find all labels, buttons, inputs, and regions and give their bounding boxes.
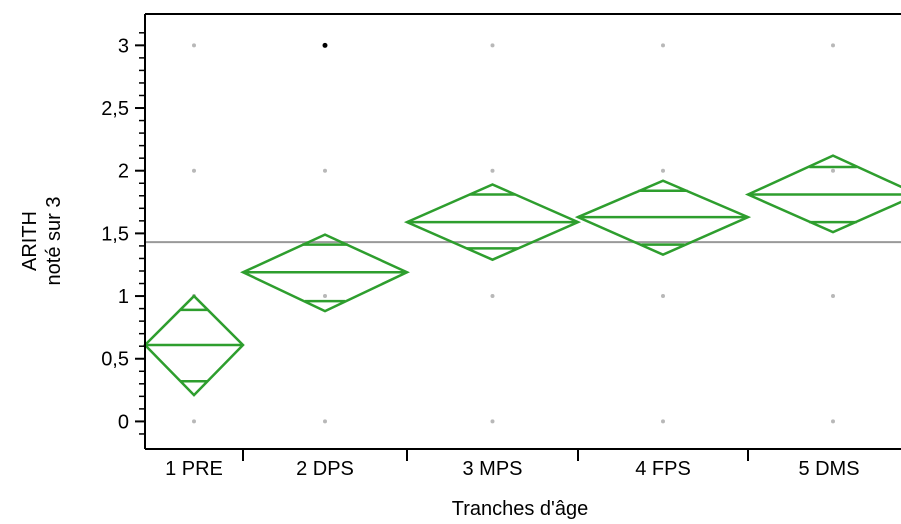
x-tick-label: 1 PRE [165, 458, 223, 480]
grid-dot [831, 419, 835, 424]
grid-dot [661, 168, 665, 173]
y-tick-label: 2 [118, 161, 129, 183]
y-tick-label: 3 [118, 35, 129, 57]
diamond-group [403, 183, 582, 262]
grid-dot [490, 419, 495, 424]
y-tick-label: 0 [118, 411, 129, 433]
x-tick-label: 3 MPS [462, 458, 522, 480]
y-tick-label: 1,5 [101, 223, 129, 245]
x-axis-label: Tranches d'âge [452, 498, 589, 520]
grid-dot [490, 168, 495, 173]
diamond-group [240, 233, 410, 313]
grid-dot [831, 294, 835, 299]
grid-dot [192, 43, 196, 48]
y-axis-label-line2: noté sur 3 [43, 197, 65, 286]
grid-dot [323, 294, 327, 299]
diamond-group [143, 294, 245, 397]
plot-area [143, 42, 901, 424]
grid-dot [192, 419, 196, 424]
data-point [322, 42, 328, 48]
grid-dot [490, 294, 495, 299]
diamond-group [574, 179, 752, 257]
diamond [744, 154, 901, 234]
y-tick-label: 0,5 [101, 349, 129, 371]
grid-dot [323, 419, 327, 424]
x-tick-label: 4 FPS [635, 458, 691, 480]
y-tick-label: 2,5 [101, 98, 129, 120]
grid-dot [831, 43, 835, 48]
x-tick-label: 5 DMS [798, 458, 859, 480]
x-axis: 1 PRE 2 DPS 3 MPS 4 FPS 5 DMS [145, 448, 901, 480]
diamond-group [744, 154, 901, 234]
grid-dot [661, 294, 665, 299]
grid-dot [831, 168, 835, 173]
y-axis: 0 0,5 1 1,5 2 2,5 3 [101, 13, 901, 449]
grid-dot [323, 168, 327, 173]
grid-dot [490, 43, 495, 48]
grid-dot [661, 419, 665, 424]
x-tick-label: 2 DPS [296, 458, 354, 480]
grid-dot [661, 43, 665, 48]
y-axis-label-line1: ARITH [19, 211, 41, 271]
grid-dot [192, 168, 196, 173]
y-tick-label: 1 [118, 286, 129, 308]
